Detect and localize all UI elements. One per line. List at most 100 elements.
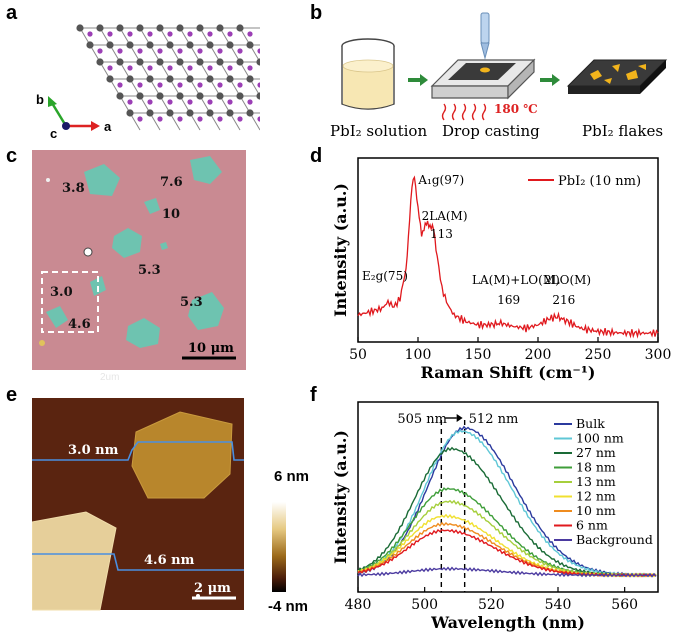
thickness-label: 3.8 — [62, 181, 85, 196]
lead-atom — [156, 58, 164, 66]
iodine-atom — [157, 48, 163, 54]
lead-atom — [256, 92, 260, 100]
iodine-atom — [187, 65, 193, 71]
peak-annotation: LA(M)+LO(M) — [472, 273, 560, 287]
iodine-atom — [197, 116, 203, 122]
peak-annotation: 2LO(M) — [544, 273, 591, 287]
iodine-atom — [127, 99, 133, 105]
iodine-atom — [257, 82, 260, 88]
iodine-atom — [147, 99, 153, 105]
legend-label: PbI₂ (10 nm) — [558, 174, 641, 189]
axis-a-label: a — [104, 119, 112, 134]
thickness-label: 5.3 — [138, 263, 161, 278]
x-tick-label: 560 — [611, 597, 638, 613]
iodine-atom — [137, 48, 143, 54]
flakes — [46, 156, 224, 348]
x-axis-label: Raman Shift (cm⁻¹) — [421, 363, 596, 382]
iodine-atom — [217, 48, 223, 54]
peak-annotation: 113 — [430, 227, 453, 241]
plot-frame — [357, 401, 659, 593]
iodine-atom — [187, 99, 193, 105]
iodine-atom — [197, 48, 203, 54]
legend-label: 10 nm — [576, 503, 616, 518]
colorbar — [272, 502, 286, 592]
lead-atom — [166, 109, 174, 117]
iodine-atom — [167, 99, 173, 105]
lead-atom — [126, 109, 134, 117]
thickness-label: 4.6 — [68, 317, 91, 332]
iodine-atom — [217, 116, 223, 122]
lead-atom — [86, 41, 94, 49]
x-tick-label: 480 — [345, 597, 372, 613]
lead-atom — [206, 41, 214, 49]
peak-annotation: 169 — [497, 293, 520, 307]
iodine-atom — [217, 82, 223, 88]
panel-e-afm-image: 3.0 nm 4.6 nm 2 μm — [32, 398, 244, 611]
profile-label: 4.6 nm — [144, 553, 195, 568]
iodine-atom — [147, 65, 153, 71]
thickness-label: 10 — [162, 207, 180, 222]
flake-substrate-icon — [566, 59, 668, 94]
lead-atom — [146, 109, 154, 117]
iodine-atom — [207, 65, 213, 71]
thickness-label: 7.6 — [160, 175, 183, 190]
x-axis-label: Wavelength (nm) — [430, 613, 585, 632]
x-tick-label: 100 — [405, 347, 432, 363]
lead-atom — [116, 24, 124, 32]
lead-atom — [146, 75, 154, 83]
iodine-atom — [247, 65, 253, 71]
lead-atom — [76, 24, 84, 32]
lead-atom — [256, 58, 260, 66]
pl-chart: 480 500 520 540 560 Wavelength (nm) Intensity … — [331, 401, 659, 632]
lattice-structure — [76, 24, 260, 131]
colorbar-min-label: -4 nm — [268, 598, 309, 615]
lead-atom — [216, 92, 224, 100]
x-tick-label: 200 — [525, 347, 552, 363]
raman-chart: 50 100 150 200 250 300 Raman Shift (cm⁻¹) Inten… — [331, 157, 671, 382]
iodine-atom — [227, 99, 233, 105]
lead-atom — [206, 109, 214, 117]
axis-c-label: c — [50, 126, 57, 138]
lead-atom — [236, 58, 244, 66]
peak-annotation: A₁g(97) — [417, 173, 464, 187]
height-profile — [32, 553, 244, 571]
lead-atom — [206, 75, 214, 83]
iodine-atom — [197, 82, 203, 88]
lead-atom — [186, 41, 194, 49]
iodine-atom — [227, 65, 233, 71]
lead-atom — [216, 58, 224, 66]
iodine-atom — [97, 48, 103, 54]
lead-atom — [186, 109, 194, 117]
legend-label: 12 nm — [576, 489, 616, 504]
raman-series-line — [357, 175, 659, 339]
panel-c-optical-image: 3.8 7.6 10 5.3 3.0 5.3 4.6 10 μm — [32, 150, 246, 370]
iodine-atom — [177, 48, 183, 54]
lead-atom — [166, 75, 174, 83]
lead-atom — [226, 75, 234, 83]
height-profile — [32, 441, 244, 461]
iodine-atom — [177, 82, 183, 88]
lead-atom — [196, 24, 204, 32]
panel-letter-c: c — [6, 145, 18, 167]
scale-bar-label: 10 μm — [188, 341, 234, 356]
x-tick-label: 540 — [545, 597, 572, 613]
iodine-atom — [157, 82, 163, 88]
lead-atom — [176, 92, 184, 100]
thickness-label: 3.0 — [50, 285, 73, 300]
lead-atom — [126, 41, 134, 49]
x-tick-label: 500 — [411, 597, 438, 613]
lead-atom — [196, 92, 204, 100]
lead-atom — [136, 58, 144, 66]
zoom-region-box — [41, 271, 99, 333]
x-tick-label: 520 — [478, 597, 505, 613]
panel-letter-b: b — [310, 2, 323, 24]
panel-b-schematic: 180 ℃ PbI₂ solution Drop casting PbI₂ fl… — [330, 12, 668, 140]
iodine-atom — [237, 82, 243, 88]
lead-atom — [246, 109, 254, 117]
lead-atom — [156, 24, 164, 32]
lead-atom — [236, 24, 244, 32]
panel-letter-a: a — [6, 2, 18, 24]
lead-atom — [216, 24, 224, 32]
caption-flakes: PbI₂ flakes — [582, 122, 663, 140]
iodine-atom — [137, 82, 143, 88]
